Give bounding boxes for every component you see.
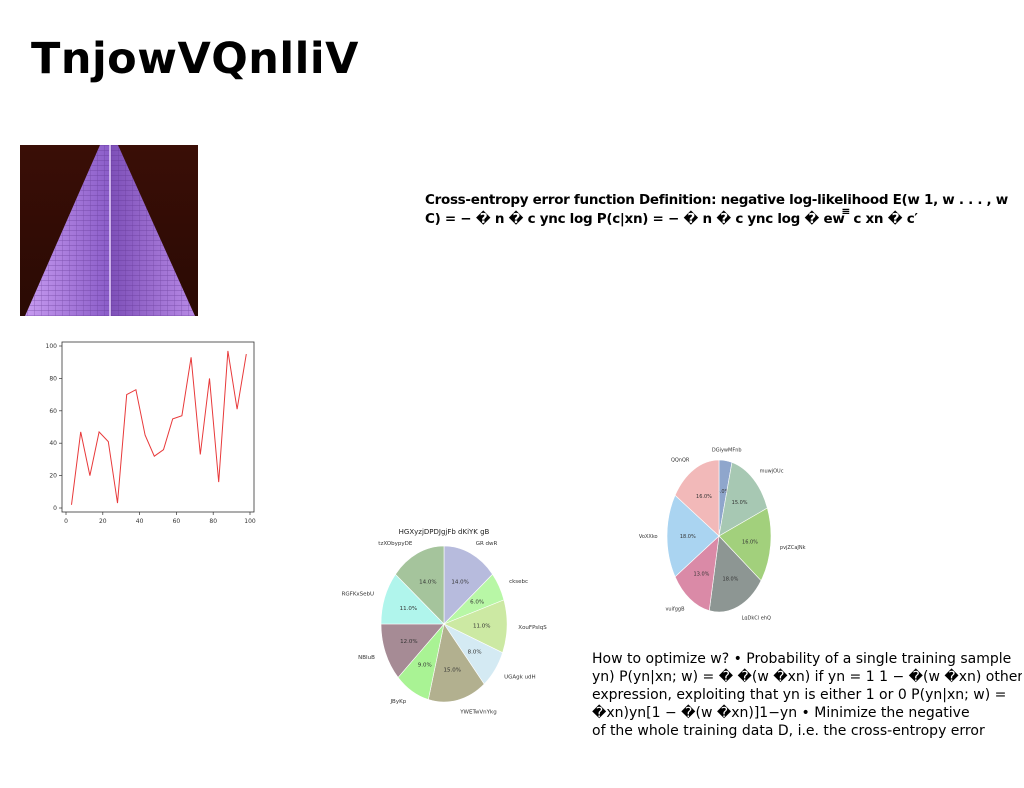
x-tick-label: 100 bbox=[244, 518, 256, 525]
pie-value-label: 9.0% bbox=[418, 662, 432, 668]
pie-chart-2-svg: 4.0% DGiywMFnb 15.0% muwjOUc 16.0% pvjZCaJNk 1… bbox=[639, 447, 806, 621]
body-line: yn) P(yn|xn; w) = � �(w �xn) if yn = 1 1… bbox=[592, 669, 1022, 685]
series-line bbox=[71, 350, 247, 505]
pie-slice bbox=[443, 545, 493, 625]
pie-category-label: UGAgk udH bbox=[504, 675, 536, 681]
pie-category-label: pvjZCaJNk bbox=[780, 545, 806, 551]
line-chart-svg: 0 20 40 60 80 100 0 20 40 60 80 100 bbox=[46, 341, 256, 525]
pie-category-label: XouFPsIqS bbox=[518, 625, 547, 631]
y-tick-label: 100 bbox=[46, 343, 58, 350]
pie-chart-1-svg: HGXyzjDPDJgjFb dKiYK gB 14.0% GR dwR 6.0% ck… bbox=[342, 528, 548, 716]
formula-text: Cross-entropy error function Definition:… bbox=[425, 192, 1008, 227]
body-line: of the whole training data D, i.e. the c… bbox=[592, 723, 985, 739]
pie-slice bbox=[718, 461, 768, 537]
pie-value-label: 11.0% bbox=[473, 624, 490, 630]
building-image bbox=[20, 145, 198, 316]
line-chart: 0 20 40 60 80 100 0 20 40 60 80 100 bbox=[40, 336, 260, 530]
x-tick-label: 40 bbox=[136, 518, 144, 525]
pie-slice bbox=[427, 623, 485, 703]
pie-value-label: 16.0% bbox=[696, 494, 712, 500]
x-tick-label: 0 bbox=[64, 518, 68, 525]
pie-category-label: RGFKxSebU bbox=[342, 592, 375, 598]
pie-category-label: YWETwVnYkg bbox=[459, 710, 497, 716]
pie-slice bbox=[674, 535, 720, 612]
pie-value-label: 8.0% bbox=[468, 650, 482, 656]
y-tick-label: 20 bbox=[49, 473, 57, 480]
pie-value-label: 18.0% bbox=[723, 576, 739, 582]
pie-value-label: 13.0% bbox=[694, 572, 710, 578]
pie-value-label: 12.0% bbox=[400, 639, 417, 645]
pie-value-label: 6.0% bbox=[470, 600, 484, 606]
pie-category-label: tzXObypyDE bbox=[378, 541, 413, 547]
x-tick-label: 20 bbox=[99, 518, 107, 525]
pie-slice bbox=[674, 459, 720, 537]
pie-value-label: 16.0% bbox=[742, 540, 758, 546]
pie-category-label: vuifggB bbox=[665, 606, 685, 612]
pie-value-label: 14.0% bbox=[451, 580, 468, 586]
pie-category-label: JByKp bbox=[389, 699, 406, 705]
body-text: How to optimize w? • Probability of a si… bbox=[592, 650, 1022, 745]
slide-title: TnjowVQnlliV bbox=[31, 34, 359, 84]
body-line: How to optimize w? • Probability of a si… bbox=[592, 651, 1012, 667]
pie-category-label: cksebc bbox=[509, 579, 528, 585]
pie-category-label: GR dwR bbox=[476, 541, 498, 547]
y-tick-label: 80 bbox=[49, 375, 57, 382]
pie-category-label: LqDkCl ehQ bbox=[742, 615, 771, 620]
body-line: expression, exploiting that yn is either… bbox=[592, 687, 1007, 703]
pie-value-label: 15.0% bbox=[443, 668, 460, 674]
building-photo bbox=[20, 145, 198, 316]
pie-value-label: 18.0% bbox=[680, 534, 696, 540]
pie-value-label: 14.0% bbox=[419, 580, 436, 586]
x-tick-label: 60 bbox=[173, 518, 181, 525]
pie-category-label: VoXXko bbox=[639, 534, 658, 540]
pie-category-label: DGiywMFnb bbox=[712, 447, 742, 453]
pie-chart-1: HGXyzjDPDJgjFb dKiYK gB 14.0% GR dwR 6.0% ck… bbox=[338, 520, 548, 724]
pie-value-label: 4.0% bbox=[717, 489, 730, 495]
body-line: �xn)yn[1 − �(w �xn)]1−yn • Minimize the … bbox=[592, 705, 970, 721]
pie-category-label: muwjOUc bbox=[760, 468, 784, 474]
pie-value-label: 11.0% bbox=[400, 606, 417, 612]
x-tick-label: 80 bbox=[209, 518, 217, 525]
y-tick-label: 0 bbox=[53, 505, 57, 512]
y-tick-label: 40 bbox=[49, 440, 57, 447]
pie-slice bbox=[666, 494, 720, 578]
pie-chart-2: 4.0% DGiywMFnb 15.0% muwjOUc 16.0% pvjZCaJNk 1… bbox=[622, 440, 822, 624]
pie-slice bbox=[718, 507, 772, 582]
y-tick-label: 60 bbox=[49, 408, 57, 415]
pie-category-label: NBIuB bbox=[358, 655, 375, 661]
plot-frame bbox=[61, 341, 255, 513]
pie-slice bbox=[708, 535, 762, 613]
pie-title: HGXyzjDPDJgjFb dKiYK gB bbox=[399, 528, 490, 536]
pie-category-label: QQnQR bbox=[671, 457, 690, 463]
pie-value-label: 15.0% bbox=[732, 500, 748, 506]
pie-slice bbox=[395, 545, 445, 625]
